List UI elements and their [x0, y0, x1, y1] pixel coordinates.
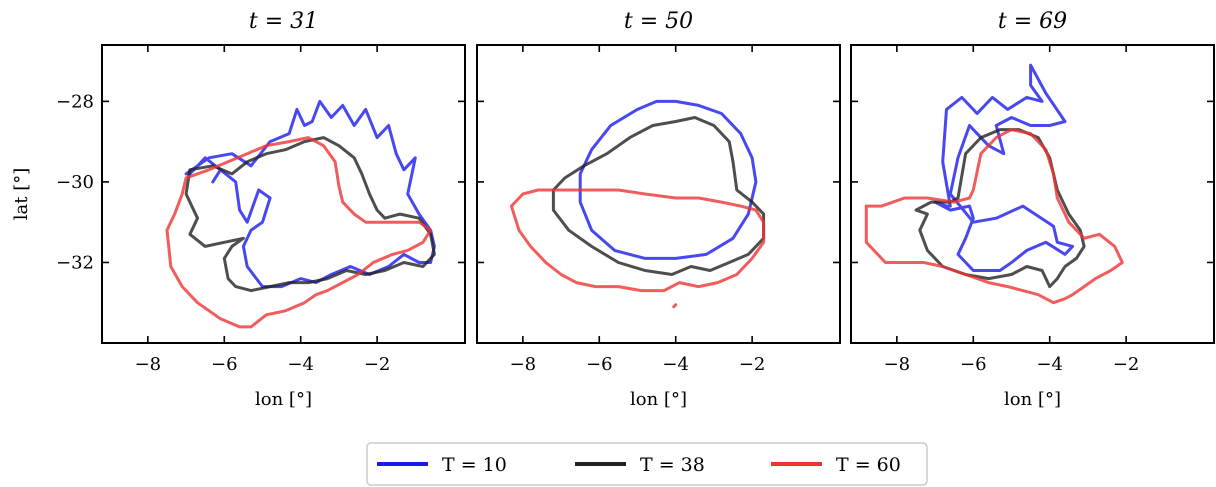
x-tick-label: −4 — [287, 354, 314, 375]
legend-label-t10: T = 10 — [442, 454, 507, 476]
series-line-1 — [933, 63, 1075, 272]
y-axis-label: lat [°] — [11, 168, 32, 221]
y-tick-label: −28 — [56, 91, 94, 112]
x-tick-label: −6 — [211, 354, 238, 375]
x-axis-label: lon [°] — [1004, 389, 1061, 410]
series-line-2 — [551, 116, 766, 276]
legend-label-t60: T = 60 — [836, 454, 901, 476]
x-tick-label: −8 — [510, 354, 537, 375]
series-line-3 — [864, 128, 1124, 305]
panel-2: −8 −6 −4 −2 t = 50 lon [°] — [476, 9, 841, 410]
axes-frame — [476, 44, 841, 344]
series-line-3 — [165, 136, 433, 329]
x-axis-label: lon [°] — [630, 389, 687, 410]
legend: T = 10 T = 38 T = 60 — [366, 442, 928, 486]
axes-frame — [101, 44, 466, 344]
axes-frame — [850, 44, 1215, 344]
legend-label-t38: T = 38 — [640, 454, 705, 476]
legend-frame — [366, 442, 928, 486]
x-tick-label: −8 — [135, 354, 162, 375]
x-tick-label: −4 — [662, 354, 689, 375]
x-tick-label: −2 — [739, 354, 766, 375]
y-tick-label: −30 — [56, 172, 94, 193]
y-tick-label: −32 — [56, 252, 94, 273]
panel-title: t = 50 — [624, 9, 693, 34]
panel-3: −8 −6 −4 −2 t = 69 lon [°] — [850, 9, 1215, 410]
panel-1: −8 −6 −4 −2 −28 −30 −32 t = 31 lon [°] lat [°] — [11, 9, 466, 410]
x-tick-label: −6 — [586, 354, 613, 375]
series-line-3 — [509, 188, 766, 293]
series-line-4 — [672, 303, 678, 309]
x-tick-label: −8 — [884, 354, 911, 375]
panel-title: t = 69 — [998, 9, 1067, 34]
series-line-1 — [184, 99, 436, 289]
series-line-2 — [184, 136, 436, 293]
panel-title: t = 31 — [249, 9, 318, 34]
x-tick-label: −2 — [364, 354, 391, 375]
series-line-1 — [578, 99, 758, 260]
x-axis-label: lon [°] — [255, 389, 312, 410]
x-tick-label: −2 — [1113, 354, 1140, 375]
x-tick-label: −6 — [960, 354, 987, 375]
x-tick-label: −4 — [1036, 354, 1063, 375]
